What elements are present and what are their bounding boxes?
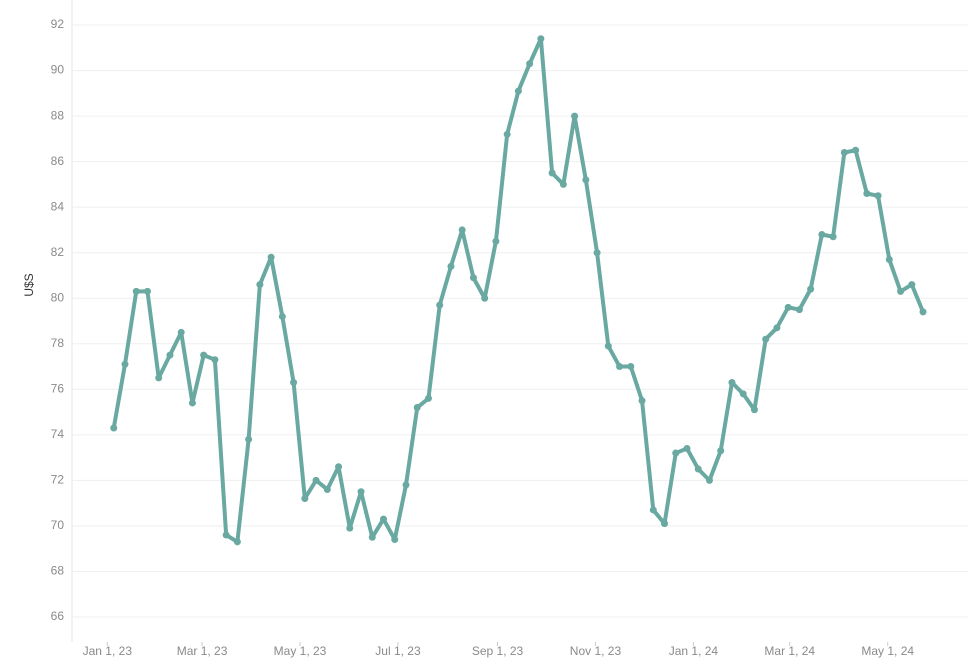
y-axis-title: U$S <box>22 273 36 296</box>
point <box>481 294 489 302</box>
point <box>301 495 309 503</box>
point <box>503 130 511 138</box>
y-tick-label: 66 <box>51 609 65 623</box>
point <box>413 404 421 412</box>
point <box>593 249 601 257</box>
point <box>852 146 860 154</box>
point <box>661 520 669 528</box>
point <box>897 287 905 295</box>
point <box>514 87 522 95</box>
point <box>233 538 241 546</box>
y-tick-label: 80 <box>51 290 65 304</box>
point <box>683 444 691 452</box>
point <box>346 524 354 532</box>
point <box>323 485 331 493</box>
point <box>177 328 185 336</box>
y-tick-label: 68 <box>51 564 65 578</box>
x-tick-label: Mar 1, 23 <box>177 644 228 658</box>
point <box>357 488 365 496</box>
x-tick-label: Jan 1, 24 <box>669 644 719 658</box>
x-tick-label: Mar 1, 24 <box>764 644 815 658</box>
point <box>829 233 837 241</box>
y-tick-label: 74 <box>51 427 65 441</box>
point <box>188 399 196 407</box>
x-tick-label: May 1, 23 <box>274 644 327 658</box>
point <box>638 397 646 405</box>
point <box>312 476 320 484</box>
y-tick-label: 90 <box>51 63 65 77</box>
point <box>649 506 657 514</box>
y-tick-label: 76 <box>51 381 65 395</box>
x-tick-label: Jan 1, 23 <box>83 644 133 658</box>
point <box>750 406 758 414</box>
point <box>256 281 264 289</box>
x-tick-label: Jul 1, 23 <box>375 644 421 658</box>
x-tick-label: May 1, 24 <box>861 644 914 658</box>
point <box>121 360 129 368</box>
point <box>762 335 770 343</box>
point <box>222 531 230 539</box>
point <box>571 112 579 120</box>
point <box>335 463 343 471</box>
point <box>391 536 399 544</box>
point <box>200 351 208 359</box>
point <box>807 285 815 293</box>
point <box>840 149 848 157</box>
point <box>492 237 500 245</box>
point <box>795 306 803 314</box>
point <box>526 60 534 68</box>
point <box>290 378 298 386</box>
point <box>245 435 253 443</box>
point <box>616 363 624 371</box>
point <box>582 176 590 184</box>
y-tick-label: 72 <box>51 473 65 487</box>
point <box>110 424 118 432</box>
point <box>694 465 702 473</box>
line <box>111 36 925 544</box>
point <box>132 287 140 295</box>
point <box>739 390 747 398</box>
y-tick-label: 92 <box>51 17 65 31</box>
point <box>368 533 376 541</box>
y-tick-label: 88 <box>51 108 65 122</box>
point <box>436 301 444 309</box>
point <box>863 190 871 198</box>
point <box>604 342 612 350</box>
y-tick-label: 78 <box>51 336 65 350</box>
x-tick-label: Nov 1, 23 <box>570 644 622 658</box>
point <box>627 363 635 371</box>
point <box>424 394 432 402</box>
point <box>818 230 826 238</box>
point <box>728 378 736 386</box>
point <box>143 287 151 295</box>
point <box>908 281 916 289</box>
point <box>717 447 725 455</box>
y-tick-label: 82 <box>51 245 65 259</box>
point <box>885 256 893 264</box>
point <box>672 449 680 457</box>
y-tick-label: 86 <box>51 154 65 168</box>
point <box>919 308 927 316</box>
y-tick-label: 70 <box>51 518 65 532</box>
point <box>705 476 713 484</box>
point <box>211 356 219 364</box>
point <box>537 35 545 43</box>
y-tick-label: 84 <box>51 199 65 213</box>
point <box>784 303 792 311</box>
point <box>166 351 174 359</box>
point <box>469 274 477 282</box>
point <box>447 262 455 270</box>
point <box>548 169 556 177</box>
point <box>278 312 286 320</box>
point <box>402 481 410 489</box>
point <box>267 253 275 261</box>
point <box>559 180 567 188</box>
x-tick-label: Sep 1, 23 <box>472 644 524 658</box>
point <box>458 226 466 234</box>
point <box>380 515 388 523</box>
point <box>874 192 882 200</box>
point <box>773 324 781 332</box>
point <box>155 374 163 382</box>
